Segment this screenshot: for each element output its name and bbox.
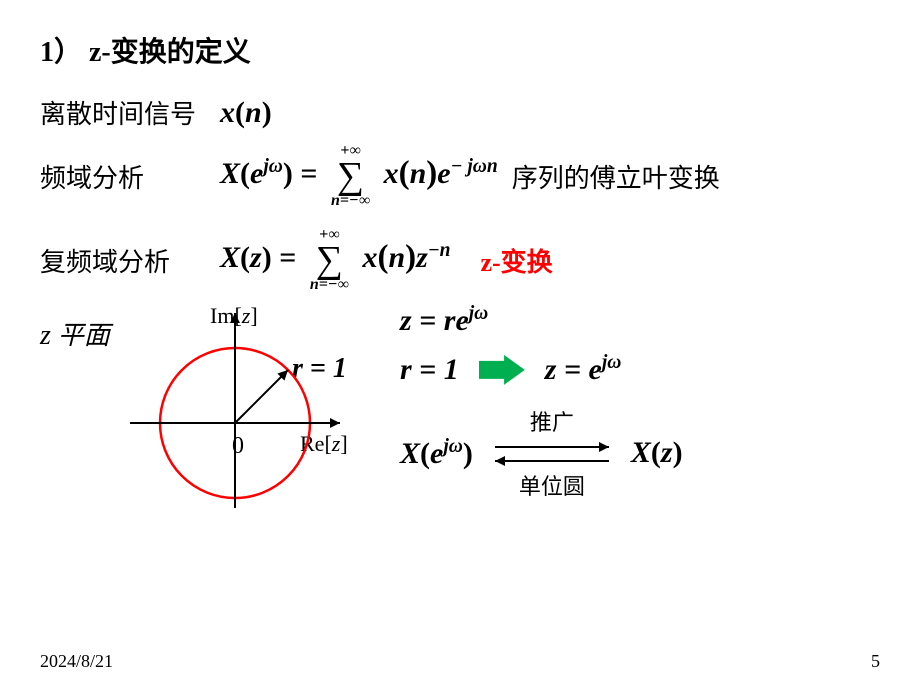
z-var: z bbox=[250, 241, 262, 274]
label-freq: 频域分析 bbox=[40, 158, 220, 195]
y-axis-arrow bbox=[230, 313, 240, 323]
label-discrete: 离散时间信号 bbox=[40, 94, 220, 131]
n-var2: n bbox=[410, 157, 427, 190]
slide-title: 1） z-变换的定义 bbox=[40, 30, 880, 70]
bridge-bot-label: 单位圆 bbox=[519, 469, 585, 501]
sum-bot: n=−∞ bbox=[331, 193, 370, 209]
sum-block: +∞ ∑ n=−∞ bbox=[331, 143, 370, 209]
eq-r1-row: r = 1 z = ejω bbox=[400, 352, 880, 387]
exp-neg2: −n bbox=[428, 240, 451, 261]
z-var2: z bbox=[416, 241, 428, 274]
jw-sup3: jω bbox=[602, 352, 622, 373]
sigma-symbol: ∑ bbox=[337, 159, 364, 193]
eq-z-ejw: z = ejω bbox=[545, 352, 622, 387]
label-complex: 复频域分析 bbox=[40, 242, 220, 279]
sigma-symbol2: ∑ bbox=[316, 243, 343, 277]
X-var: X bbox=[220, 157, 240, 190]
green-arrow-icon bbox=[479, 355, 525, 385]
x-var3: x bbox=[362, 241, 377, 274]
row-discrete-signal: 离散时间信号 x(n) bbox=[40, 94, 880, 131]
sum-block2: +∞ ∑ n=−∞ bbox=[310, 227, 349, 293]
e-var: e bbox=[250, 157, 263, 190]
X-var3: X bbox=[220, 241, 240, 274]
formula-xn: x(n) bbox=[220, 96, 272, 130]
x-var: x bbox=[220, 96, 235, 129]
eq-generalize-row: X(ejω) 推广 单位圆 X(z) bbox=[400, 405, 880, 501]
right-equations: z = rejω r = 1 z = ejω X(ejω) 推广 bbox=[360, 303, 880, 533]
z-plane-diagram: z 平面 Im[z] Re[z] r = 1 0 bbox=[40, 303, 360, 533]
footer-date: 2024/8/21 bbox=[40, 651, 113, 672]
eq-X-ejw: X(ejω) bbox=[400, 436, 473, 471]
footer-page: 5 bbox=[871, 651, 880, 672]
exp-neg: − jωn bbox=[451, 156, 498, 177]
annot-dtft: 序列的傅立叶变换 bbox=[512, 158, 720, 195]
jw-sup4: jω bbox=[443, 436, 463, 457]
n-var3: n bbox=[388, 241, 405, 274]
eq-z-rejw: z = rejω bbox=[400, 303, 880, 338]
lower-section: z 平面 Im[z] Re[z] r = 1 0 z = rej bbox=[40, 303, 880, 533]
x-var2: x bbox=[384, 157, 399, 190]
e-var2: e bbox=[437, 157, 450, 190]
row-complex-domain: 复频域分析 X(z) = +∞ ∑ n=−∞ x(n)z−n z-变换 bbox=[40, 227, 880, 293]
zplane-svg bbox=[120, 303, 360, 518]
row-freq-domain: 频域分析 X(ejω) = +∞ ∑ n=−∞ x(n)e− jωn 序列的傅立… bbox=[40, 143, 880, 209]
radius-line bbox=[235, 370, 288, 423]
bridge-block: 推广 单位圆 bbox=[487, 405, 617, 501]
eq-r1: r = 1 bbox=[400, 353, 459, 387]
x-axis-arrow bbox=[330, 418, 340, 428]
jw-sup: jω bbox=[263, 156, 283, 177]
formula-dtft: X(ejω) = +∞ ∑ n=−∞ x(n)e− jωn bbox=[220, 143, 498, 209]
jw-sup2: jω bbox=[469, 303, 489, 324]
n-var: n bbox=[245, 96, 262, 129]
annot-ztrans: z-变换 bbox=[480, 242, 552, 279]
zplane-label: z 平面 bbox=[40, 315, 110, 352]
bidir-arrow-icon bbox=[487, 437, 617, 469]
sum-bot2: n=−∞ bbox=[310, 277, 349, 293]
eq-Xz: X(z) bbox=[631, 436, 683, 470]
bridge-top-label: 推广 bbox=[530, 405, 574, 437]
formula-ztransform: X(z) = +∞ ∑ n=−∞ x(n)z−n bbox=[220, 227, 450, 293]
